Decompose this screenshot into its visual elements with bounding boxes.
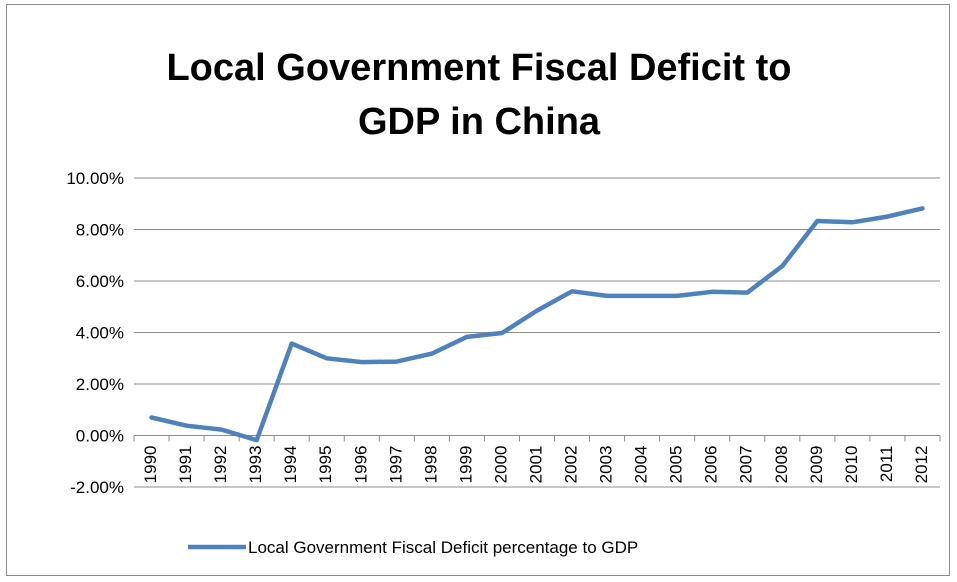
x-tick-label: 2002 [562,446,581,484]
x-tick-label: 2012 [912,446,931,484]
x-tick-label: 1998 [421,446,440,484]
x-tick-label: 2001 [526,446,545,484]
x-tick-label: 2005 [667,446,686,484]
x-tick-label: 2009 [807,446,826,484]
x-tick-label: 2006 [702,446,721,484]
y-tick-label: -2.00% [70,478,124,497]
legend: Local Government Fiscal Deficit percenta… [188,538,638,557]
x-tick-label: 1996 [351,446,370,484]
legend-label: Local Government Fiscal Deficit percenta… [248,538,638,557]
x-tick-label: 1997 [386,446,405,484]
x-tick-label: 1994 [281,446,300,484]
x-tick-label: 2011 [877,446,896,483]
x-tick-label: 1991 [176,446,195,484]
y-tick-label: 4.00% [76,324,124,343]
y-axis: -2.00% 0.00% 2.00% 4.00% 6.00% 8.00% 10.00% [66,169,124,497]
series-line [149,206,925,443]
x-tick-label: 2010 [842,446,861,484]
x-tick-label: 2007 [737,446,756,484]
x-tick-label: 1990 [141,446,160,484]
chart-frame: Local Government Fiscal Deficit to GDP i… [6,4,950,576]
x-tick-label: 2004 [632,446,651,484]
y-tick-label: 2.00% [76,375,124,394]
y-tick-label: 6.00% [76,272,124,291]
gridlines [134,177,940,488]
y-tick-label: 0.00% [76,427,124,446]
y-tick-label: 10.00% [66,169,124,188]
x-tick-label: 1992 [211,446,230,484]
x-tick-label: 1993 [246,446,265,484]
y-tick-label: 8.00% [76,221,124,240]
x-tick-label: 1999 [456,446,475,484]
x-tick-label: 2000 [491,446,510,484]
x-tick-label: 1995 [316,446,335,484]
x-axis: 1990 1991 1992 1993 1994 1995 1996 1997 1998 1999… [133,435,941,484]
chart-title: Local Government Fiscal Deficit to GDP i… [166,47,792,143]
x-tick-label: 2008 [772,446,791,484]
series-layer [149,206,925,443]
x-tick-label: 2003 [597,446,616,484]
